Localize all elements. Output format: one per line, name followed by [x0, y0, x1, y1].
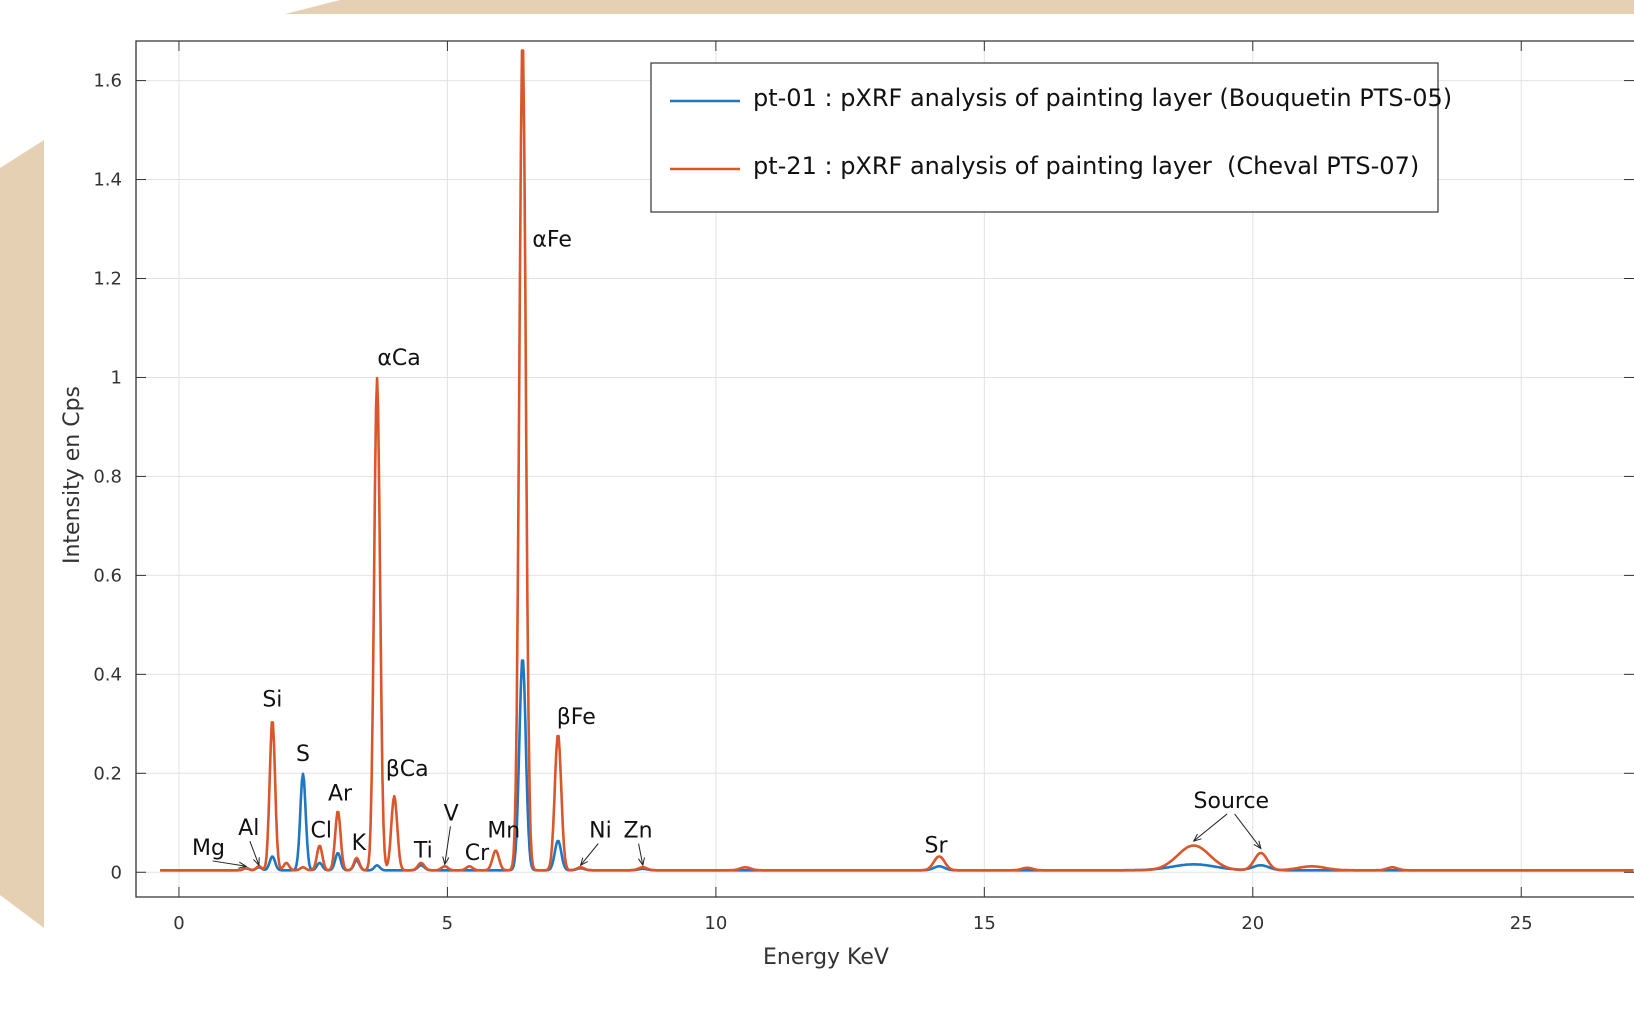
peak-label-4: Cl [310, 819, 331, 844]
annotation-arrows [212, 813, 1262, 869]
peak-label-18: Source [1194, 789, 1270, 814]
y-tick-label-2: 0.4 [93, 664, 122, 685]
peak-label-12: Mn [487, 819, 520, 844]
annotation-arrow-18-0 [1193, 813, 1228, 842]
y-tick-label-6: 1.2 [93, 269, 122, 290]
peak-label-7: αCa [377, 346, 420, 371]
annotation-arrowhead-10-0 [442, 856, 450, 866]
peak-label-3: S [296, 742, 310, 767]
peak-label-15: Ni [589, 819, 612, 844]
annotation-arrow-15-0 [580, 843, 599, 866]
peak-label-11: Cr [465, 841, 490, 866]
x-axis-label: Energy KeV [763, 945, 889, 970]
annotation-arrowhead-16-0 [637, 857, 645, 867]
peak-label-2: Si [262, 688, 282, 713]
y-tick-label-1: 0.2 [93, 763, 122, 784]
y-tick-label-7: 1.4 [93, 170, 122, 191]
axes [135, 40, 1634, 898]
x-tick-label-1: 5 [442, 913, 453, 934]
annotation-arrowhead-0-0 [238, 861, 248, 869]
y-tick-label-0: 0 [111, 862, 122, 883]
peak-label-14: βFe [557, 705, 596, 730]
annotation-arrow-16-0 [638, 843, 644, 866]
x-tick-label-3: 15 [973, 913, 996, 934]
legend-label-pt01: pt-01 : pXRF analysis of painting layer … [753, 84, 1452, 112]
x-tick-label-0: 0 [173, 913, 184, 934]
decor-left-banner [0, 140, 44, 928]
annotation-arrowhead-1-0 [253, 857, 260, 867]
axes-frame [135, 40, 1634, 898]
x-tick-label-2: 10 [704, 913, 727, 934]
y-tick-label-3: 0.6 [93, 565, 122, 586]
peak-label-8: βCa [386, 757, 429, 782]
peak-label-17: Sr [924, 833, 948, 858]
x-tick-label-4: 20 [1241, 913, 1264, 934]
series-layer [159, 49, 1634, 872]
legend-label-pt21: pt-21 : pXRF analysis of painting layer … [753, 152, 1419, 180]
peak-label-13: αFe [532, 227, 572, 252]
peak-label-6: K [352, 831, 367, 856]
peak-label-5: Ar [328, 782, 353, 807]
annotation-arrow-10-0 [444, 826, 451, 865]
tick-labels: 0 5 10 15 20 25 0 0.2 0.4 0.6 0.8 1 1.2 1.4 1.6 [93, 71, 1532, 934]
annotation-arrowhead-18-0 [1192, 833, 1202, 842]
peak-label-0: Mg [192, 836, 225, 861]
series-line-1 [159, 49, 1634, 872]
annotation-arrowhead-15-0 [579, 857, 588, 867]
y-axis-label: Intensity en Cps [60, 386, 85, 564]
annotation-arrow-1-0 [249, 840, 260, 866]
legend: pt-01 : pXRF analysis of painting layer … [650, 62, 1452, 213]
annotation-arrow-18-1 [1234, 813, 1262, 849]
decor-top-banner [285, 0, 1634, 14]
x-tick-label-5: 25 [1510, 913, 1533, 934]
y-tick-label-4: 0.8 [93, 466, 122, 487]
peak-label-10: V [444, 801, 459, 826]
legend-box [650, 62, 1439, 213]
peak-label-16: Zn [624, 819, 653, 844]
y-tick-label-8: 1.6 [93, 71, 122, 92]
annotation-arrow-0-0 [212, 860, 247, 867]
peak-label-1: Al [238, 816, 259, 841]
annotation-arrowhead-18-1 [1253, 840, 1262, 850]
y-tick-label-5: 1 [111, 367, 122, 388]
peak-label-9: Ti [413, 838, 433, 863]
